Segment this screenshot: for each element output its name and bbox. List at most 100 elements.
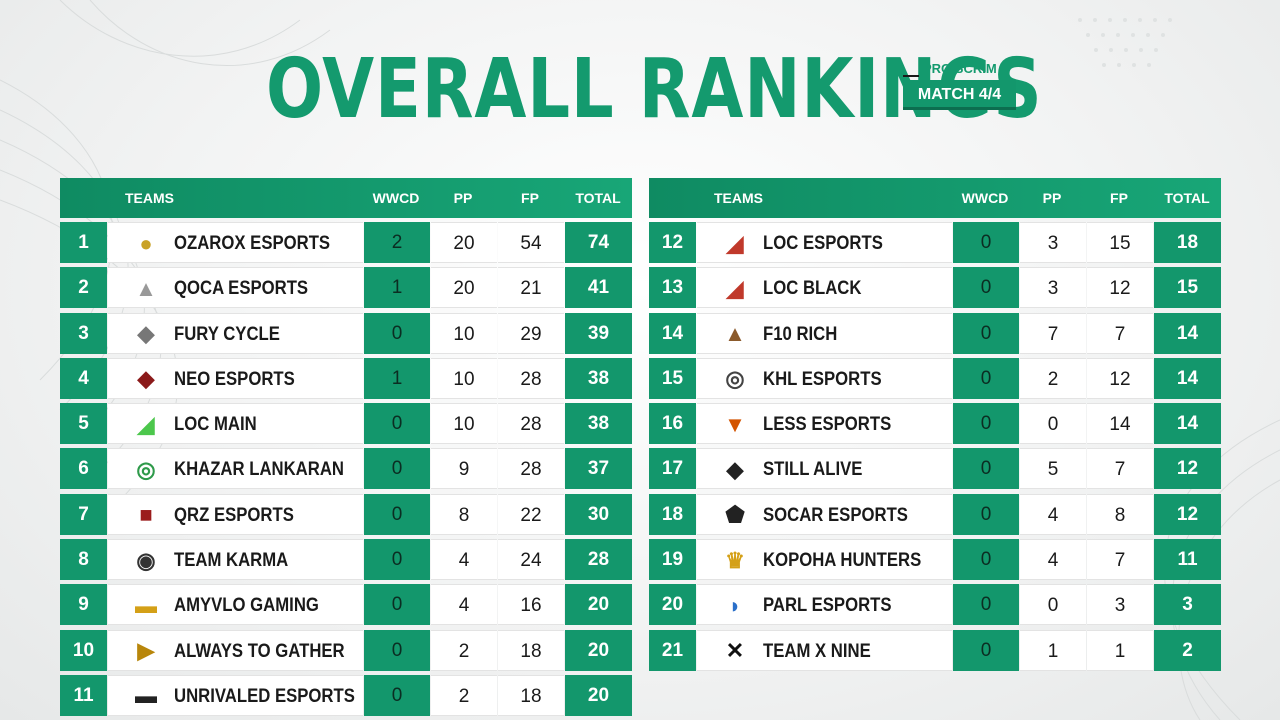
- rank-cell: 14: [649, 312, 696, 354]
- team-name: QRZ ESPORTS: [174, 504, 294, 526]
- rankings-table-left: TEAMS WWCD PP FP TOTAL 1 ● OZAROX ESPORTS 2…: [60, 178, 632, 720]
- wwcd-cell: 0: [364, 312, 430, 354]
- wwcd-cell: 0: [364, 674, 430, 716]
- total-cell: 38: [565, 403, 632, 445]
- team-cell: ◆ FURY CYCLE: [108, 312, 363, 354]
- wwcd-cell: 0: [953, 403, 1019, 445]
- team-name: PARL ESPORTS: [763, 595, 892, 617]
- wwcd-cell: 2: [364, 222, 430, 263]
- pp-cell: 4: [431, 539, 497, 581]
- total-cell: 18: [1154, 222, 1221, 263]
- rank-cell: 18: [649, 493, 696, 535]
- team-name: QOCA ESPORTS: [174, 278, 309, 300]
- table-row: 10 ▶ ALWAYS TO GATHER 0 2 18 20: [60, 629, 632, 671]
- x-nine-logo-icon: ✕: [725, 638, 745, 664]
- total-cell: 14: [1154, 403, 1221, 445]
- rankings-table-right: TEAMS WWCD PP FP TOTAL 12 ◢ LOC ESPORTS 0 3 1…: [649, 178, 1221, 675]
- table-row: 3 ◆ FURY CYCLE 0 10 29 39: [60, 312, 632, 354]
- total-cell: 41: [565, 267, 632, 309]
- table-row: 6 ◎ KHAZAR LANKARAN 0 9 28 37: [60, 448, 632, 490]
- team-cell: ▼ LESS ESPORTS: [697, 403, 952, 445]
- table-row: 15 ◎ KHL ESPORTS 0 2 12 14: [649, 357, 1221, 399]
- total-cell: 14: [1154, 312, 1221, 354]
- fp-cell: 12: [1087, 357, 1153, 399]
- team-cell: ▬ AMYVLO GAMING: [108, 584, 363, 626]
- team-cell: ✕ TEAM X NINE: [697, 629, 952, 671]
- fp-cell: 1: [1087, 629, 1153, 671]
- team-cell: ◢ LOC ESPORTS: [697, 222, 952, 263]
- table-row: 1 ● OZAROX ESPORTS 2 20 54 74: [60, 222, 632, 263]
- rank-cell: 20: [649, 584, 696, 626]
- table-row: 5 ◢ LOC MAIN 0 10 28 38: [60, 403, 632, 445]
- rank-cell: 15: [649, 357, 696, 399]
- rank-cell: 2: [60, 267, 107, 309]
- total-cell: 20: [565, 629, 632, 671]
- fp-cell: 24: [498, 539, 564, 581]
- wwcd-cell: 0: [364, 493, 430, 535]
- wwcd-cell: 0: [953, 312, 1019, 354]
- fp-cell: 29: [498, 312, 564, 354]
- khl-logo-icon: ◎: [725, 366, 745, 392]
- less-logo-icon: ▼: [724, 411, 746, 437]
- team-cell: ▬ UNRIVALED ESPORTS: [108, 674, 363, 716]
- kopoha-logo-icon: ♛: [725, 547, 745, 573]
- table-header: TEAMS WWCD PP FP TOTAL: [60, 178, 632, 218]
- team-cell: ■ QRZ ESPORTS: [108, 493, 363, 535]
- rank-cell: 3: [60, 312, 107, 354]
- fp-cell: 7: [1087, 312, 1153, 354]
- fp-cell: 28: [498, 357, 564, 399]
- fp-cell: 18: [498, 674, 564, 716]
- header-fp: FP: [1110, 190, 1128, 206]
- table-row: 13 ◢ LOC BLACK 0 3 12 15: [649, 267, 1221, 309]
- wwcd-cell: 0: [953, 357, 1019, 399]
- match-badge: PRO SCRIM MATCH 4/4: [903, 58, 1016, 110]
- fp-cell: 18: [498, 629, 564, 671]
- fp-cell: 28: [498, 403, 564, 445]
- table-row: 2 ▲ QOCA ESPORTS 1 20 21 41: [60, 267, 632, 309]
- pp-cell: 2: [1020, 357, 1086, 399]
- pp-cell: 2: [431, 674, 497, 716]
- team-name: KHL ESPORTS: [763, 368, 882, 390]
- pp-cell: 9: [431, 448, 497, 490]
- header-wwcd: WWCD: [372, 190, 420, 206]
- total-cell: 14: [1154, 357, 1221, 399]
- total-cell: 37: [565, 448, 632, 490]
- team-name: FURY CYCLE: [174, 323, 280, 345]
- team-name: OZAROX ESPORTS: [174, 233, 331, 254]
- f10-rich-logo-icon: ▲: [724, 321, 746, 347]
- rank-cell: 19: [649, 539, 696, 581]
- table-header: TEAMS WWCD PP FP TOTAL: [649, 178, 1221, 218]
- fp-cell: 12: [1087, 267, 1153, 309]
- rank-cell: 16: [649, 403, 696, 445]
- fp-cell: 16: [498, 584, 564, 626]
- header-pp: PP: [453, 190, 473, 206]
- table-row: 20 ◗ PARL ESPORTS 0 0 3 3: [649, 584, 1221, 626]
- header-teams: TEAMS: [125, 190, 174, 206]
- team-name: KHAZAR LANKARAN: [174, 459, 344, 481]
- team-name: TEAM X NINE: [763, 640, 871, 662]
- pp-cell: 3: [1020, 267, 1086, 309]
- fp-cell: 15: [1087, 222, 1153, 263]
- table-row: 11 ▬ UNRIVALED ESPORTS 0 2 18 20: [60, 674, 632, 716]
- team-cell: ▶ ALWAYS TO GATHER: [108, 629, 363, 671]
- table-row: 12 ◢ LOC ESPORTS 0 3 15 18: [649, 222, 1221, 263]
- wwcd-cell: 0: [364, 403, 430, 445]
- team-name: LOC ESPORTS: [763, 233, 883, 254]
- rank-cell: 12: [649, 222, 696, 263]
- table-row: 4 ◆ NEO ESPORTS 1 10 28 38: [60, 357, 632, 399]
- table-row: 7 ■ QRZ ESPORTS 0 8 22 30: [60, 493, 632, 535]
- total-cell: 11: [1154, 539, 1221, 581]
- header-teams: TEAMS: [714, 190, 763, 206]
- khazar-logo-icon: ◎: [136, 456, 156, 482]
- table-body: 1 ● OZAROX ESPORTS 2 20 54 74 2 ▲ QOCA ESPORTS 1 20…: [60, 222, 632, 716]
- rank-cell: 5: [60, 403, 107, 445]
- loc-esports-logo-icon: ◢: [726, 230, 744, 256]
- parl-logo-icon: ◗: [728, 592, 742, 618]
- team-cell: ◗ PARL ESPORTS: [697, 584, 952, 626]
- rank-cell: 13: [649, 267, 696, 309]
- team-name: STILL ALIVE: [763, 459, 863, 481]
- rank-cell: 7: [60, 493, 107, 535]
- rank-cell: 10: [60, 629, 107, 671]
- fp-cell: 54: [498, 222, 564, 263]
- header-total: TOTAL: [575, 190, 621, 206]
